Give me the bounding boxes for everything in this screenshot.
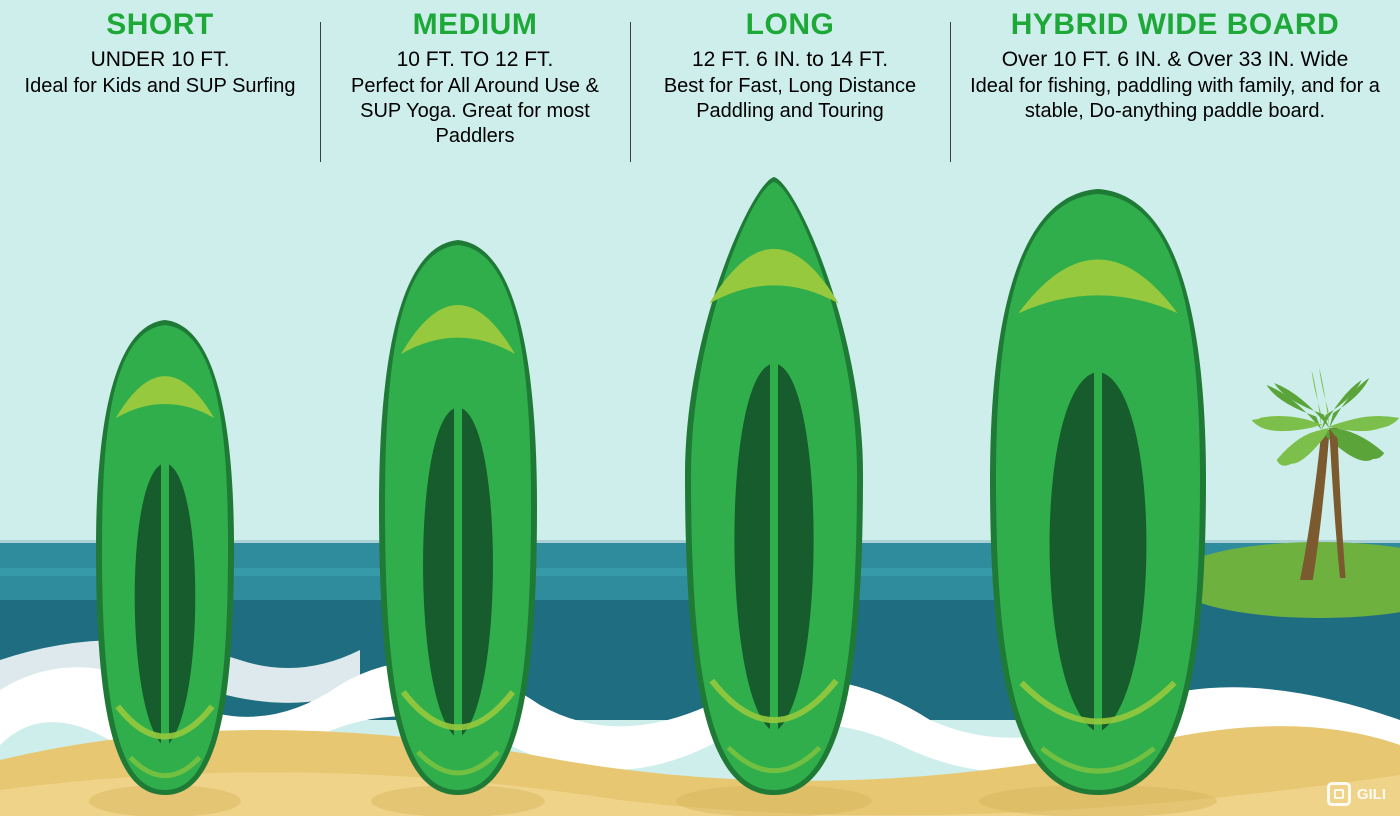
infographic-stage: SHORT UNDER 10 FT. Ideal for Kids and SU…	[0, 0, 1400, 816]
category-subtitle: 10 FT. TO 12 FT.	[397, 48, 554, 72]
category-description: Best for Fast, Long Distance Paddling an…	[648, 74, 932, 124]
category-title: HYBRID WIDE BOARD	[1011, 8, 1340, 42]
category-column: MEDIUM 10 FT. TO 12 FT. Perfect for All …	[320, 8, 630, 149]
logo-icon	[1327, 782, 1351, 806]
category-description: Ideal for fishing, paddling with family,…	[968, 74, 1382, 124]
category-description: Perfect for All Around Use & SUP Yoga. G…	[338, 74, 612, 149]
category-subtitle: Over 10 FT. 6 IN. & Over 33 IN. Wide	[1002, 48, 1349, 72]
column-divider	[320, 22, 321, 162]
columns-container: SHORT UNDER 10 FT. Ideal for Kids and SU…	[0, 8, 1400, 149]
category-title: MEDIUM	[413, 8, 538, 42]
category-title: LONG	[746, 8, 835, 42]
category-description: Ideal for Kids and SUP Surfing	[25, 74, 296, 99]
category-title: SHORT	[106, 8, 214, 42]
category-subtitle: 12 FT. 6 IN. to 14 FT.	[692, 48, 888, 72]
column-divider	[630, 22, 631, 162]
category-column: HYBRID WIDE BOARD Over 10 FT. 6 IN. & Ov…	[950, 8, 1400, 149]
column-divider	[950, 22, 951, 162]
category-column: LONG 12 FT. 6 IN. to 14 FT. Best for Fas…	[630, 8, 950, 149]
category-subtitle: UNDER 10 FT.	[91, 48, 230, 72]
brand-logo: GILI	[1327, 782, 1386, 806]
category-column: SHORT UNDER 10 FT. Ideal for Kids and SU…	[0, 8, 320, 149]
logo-text: GILI	[1357, 786, 1386, 803]
